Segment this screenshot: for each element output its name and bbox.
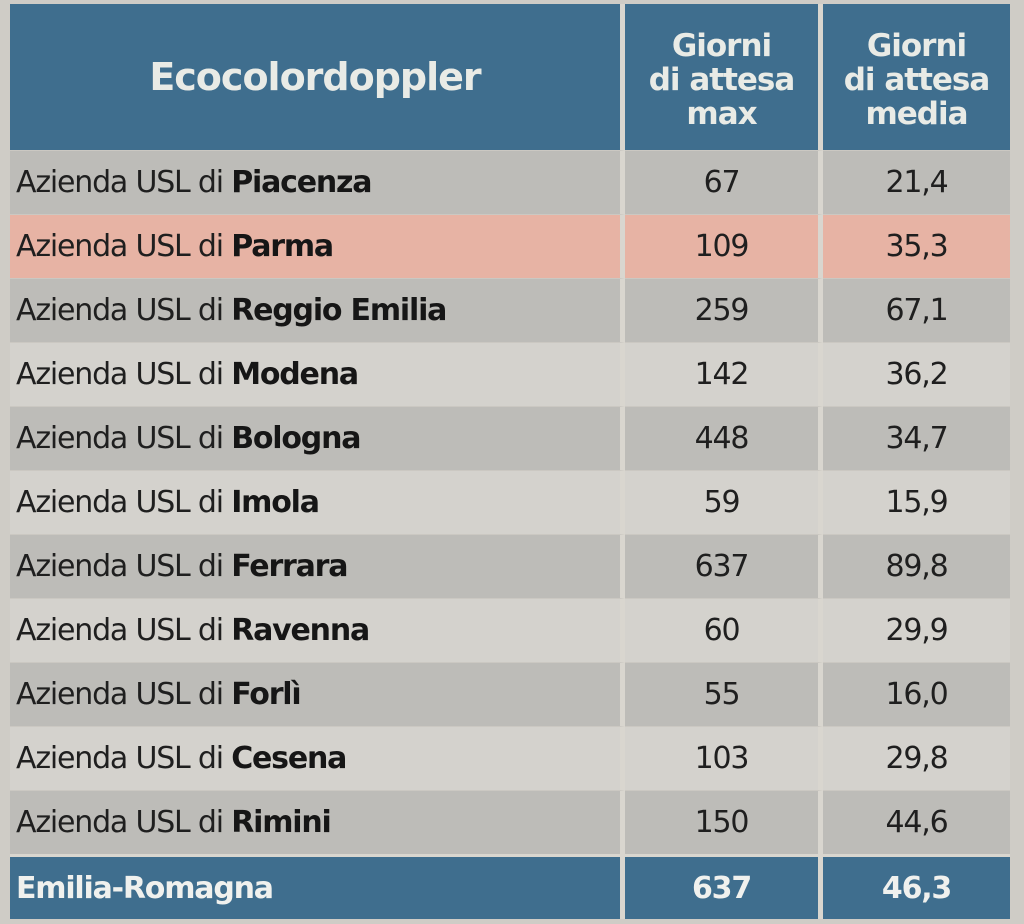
table-row: Azienda USL di Reggio Emilia 259 67,1 — [10, 278, 1010, 342]
cell-max: 67 — [625, 150, 823, 214]
table-row-highlighted: Azienda USL di Parma 109 35,3 — [10, 214, 1010, 278]
row-city: Forlì — [231, 677, 301, 712]
row-prefix: Azienda USL di — [16, 677, 232, 712]
table-title: Ecocolordoppler — [10, 4, 625, 150]
row-label: Azienda USL di Ravenna — [10, 598, 625, 662]
row-prefix: Azienda USL di — [16, 613, 232, 648]
row-label: Azienda USL di Modena — [10, 342, 625, 406]
row-label: Azienda USL di Bologna — [10, 406, 625, 470]
row-city: Bologna — [231, 421, 361, 456]
total-row: Emilia-Romagna 637 46,3 — [10, 854, 1010, 919]
table-row: Azienda USL di Imola 59 15,9 — [10, 470, 1010, 534]
table-row: Azienda USL di Ferrara 637 89,8 — [10, 534, 1010, 598]
table-row: Azienda USL di Piacenza 67 21,4 — [10, 150, 1010, 214]
cell-max: 55 — [625, 662, 823, 726]
cell-media: 35,3 — [823, 214, 1010, 278]
cell-media: 29,8 — [823, 726, 1010, 790]
col-header-max-line: max — [686, 96, 757, 132]
row-prefix: Azienda USL di — [16, 741, 232, 776]
cell-max: 448 — [625, 406, 823, 470]
cell-media: 21,4 — [823, 150, 1010, 214]
col-header-media-line: Giorni — [866, 28, 967, 64]
row-label: Azienda USL di Ferrara — [10, 534, 625, 598]
row-city: Ravenna — [231, 613, 370, 648]
table-row: Azienda USL di Modena 142 36,2 — [10, 342, 1010, 406]
cell-max: 60 — [625, 598, 823, 662]
table-row: Azienda USL di Forlì 55 16,0 — [10, 662, 1010, 726]
cell-media: 36,2 — [823, 342, 1010, 406]
cell-media: 29,9 — [823, 598, 1010, 662]
col-header-max-line: di attesa — [648, 62, 796, 98]
row-city: Modena — [231, 357, 359, 392]
table-body: Azienda USL di Piacenza 67 21,4 Azienda … — [10, 150, 1010, 919]
cell-max: 637 — [625, 534, 823, 598]
row-prefix: Azienda USL di — [16, 549, 232, 584]
col-header-max: Giorni di attesa max — [625, 4, 823, 150]
table-row: Azienda USL di Bologna 448 34,7 — [10, 406, 1010, 470]
col-header-media-line: di attesa — [843, 62, 991, 98]
row-city: Reggio Emilia — [231, 293, 447, 328]
cell-max: 109 — [625, 214, 823, 278]
row-prefix: Azienda USL di — [16, 805, 232, 840]
cell-media: 67,1 — [823, 278, 1010, 342]
row-prefix: Azienda USL di — [16, 165, 232, 200]
row-prefix: Azienda USL di — [16, 229, 232, 264]
header-row: Ecocolordoppler Giorni di attesa max Gio… — [10, 4, 1010, 150]
row-label: Azienda USL di Rimini — [10, 790, 625, 854]
row-prefix: Azienda USL di — [16, 293, 232, 328]
row-label: Azienda USL di Forlì — [10, 662, 625, 726]
row-prefix: Azienda USL di — [16, 485, 232, 520]
cell-max: 142 — [625, 342, 823, 406]
row-label: Azienda USL di Parma — [10, 214, 625, 278]
col-header-media-line: media — [865, 96, 968, 132]
row-prefix: Azienda USL di — [16, 421, 232, 456]
row-label: Azienda USL di Cesena — [10, 726, 625, 790]
cell-max: 103 — [625, 726, 823, 790]
row-prefix: Azienda USL di — [16, 357, 232, 392]
row-city: Parma — [231, 229, 334, 264]
row-city: Cesena — [231, 741, 347, 776]
table-row: Azienda USL di Cesena 103 29,8 — [10, 726, 1010, 790]
table-row: Azienda USL di Rimini 150 44,6 — [10, 790, 1010, 854]
total-max: 637 — [625, 854, 823, 919]
row-city: Rimini — [231, 805, 332, 840]
total-label: Emilia-Romagna — [10, 854, 625, 919]
col-header-max-line: Giorni — [671, 28, 772, 64]
row-label: Azienda USL di Imola — [10, 470, 625, 534]
cell-max: 59 — [625, 470, 823, 534]
row-city: Ferrara — [231, 549, 348, 584]
waiting-times-table: Ecocolordoppler Giorni di attesa max Gio… — [10, 4, 1010, 919]
cell-media: 16,0 — [823, 662, 1010, 726]
row-city: Imola — [231, 485, 320, 520]
cell-max: 259 — [625, 278, 823, 342]
cell-media: 34,7 — [823, 406, 1010, 470]
cell-media: 44,6 — [823, 790, 1010, 854]
cell-media: 89,8 — [823, 534, 1010, 598]
cell-media: 15,9 — [823, 470, 1010, 534]
row-city: Piacenza — [231, 165, 372, 200]
cell-max: 150 — [625, 790, 823, 854]
table-row: Azienda USL di Ravenna 60 29,9 — [10, 598, 1010, 662]
row-label: Azienda USL di Reggio Emilia — [10, 278, 625, 342]
total-media: 46,3 — [823, 854, 1010, 919]
col-header-media: Giorni di attesa media — [823, 4, 1010, 150]
row-label: Azienda USL di Piacenza — [10, 150, 625, 214]
